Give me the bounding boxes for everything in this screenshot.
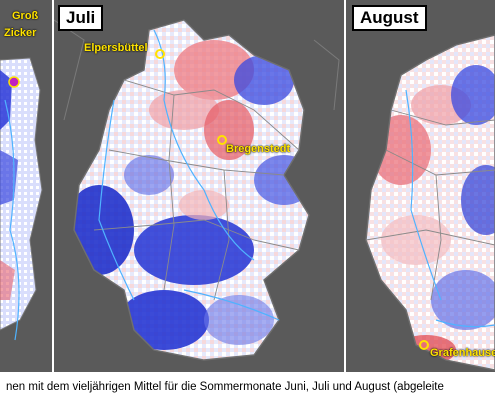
map-august — [365, 34, 495, 371]
marker-elpersbuettel — [155, 49, 165, 59]
marker-gross-zicker — [8, 76, 20, 88]
map-panel-juli: Juli Elpersbüttel Bregenstedt — [54, 0, 344, 372]
place-label-bregenstedt: Bregenstedt — [226, 143, 291, 155]
germany-outline-august — [365, 34, 495, 371]
figure-caption: nen mit dem vieljährigen Mittel für die … — [6, 381, 444, 393]
map-juni — [0, 57, 43, 341]
map-panel-juni: Groß Zicker — [0, 0, 52, 372]
map-juli — [54, 19, 340, 361]
anomaly-field-august — [366, 35, 495, 370]
marker-bregenstedt — [217, 135, 227, 145]
place-label-elpersbuettel: Elpersbüttel — [84, 42, 148, 54]
month-label-juli: Juli — [58, 5, 104, 31]
month-label-august: August — [352, 5, 427, 31]
marker-grafenhausen — [419, 340, 429, 350]
place-label-zicker: Zicker — [4, 27, 37, 39]
place-label-gross: Groß — [12, 10, 39, 22]
germany-outline-juli — [73, 19, 310, 361]
rivers-juli — [98, 29, 280, 321]
rivers-august — [405, 89, 495, 328]
anomaly-field-juli — [74, 20, 309, 360]
